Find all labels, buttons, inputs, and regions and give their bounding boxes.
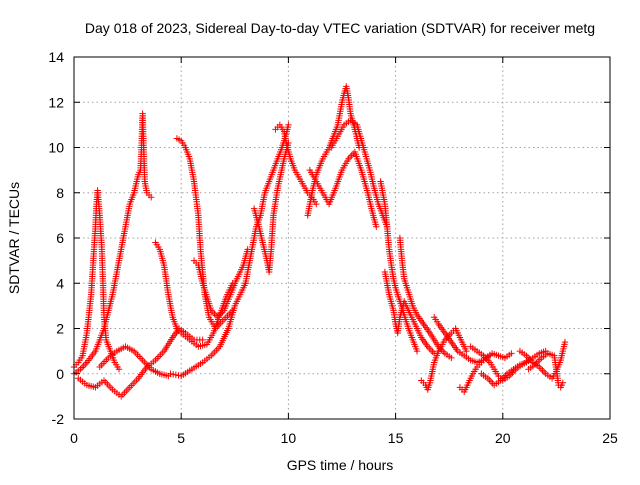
series-arc-18	[418, 325, 470, 393]
series-arc-11	[272, 121, 320, 208]
data-point	[285, 121, 292, 129]
data-point	[167, 370, 174, 377]
data-point	[413, 347, 421, 355]
x-tick-label: 25	[602, 430, 618, 446]
data-point	[559, 379, 567, 386]
series-arc-8	[190, 246, 251, 321]
series-arc-23	[516, 338, 569, 382]
data-point-interp	[169, 371, 177, 378]
x-axis-label: GPS time / hours	[287, 457, 394, 473]
y-tick-label: 14	[48, 49, 64, 65]
y-tick-label: 10	[48, 140, 64, 156]
series-arc-20	[456, 350, 515, 396]
series-arc-24	[525, 350, 567, 391]
data-point	[313, 200, 320, 208]
series-arc-13	[306, 148, 380, 230]
y-tick-label: 0	[56, 366, 64, 382]
y-tick-label: 12	[48, 94, 64, 110]
data-point	[561, 338, 569, 346]
x-tick-label: 10	[281, 430, 297, 446]
x-tick-label: 5	[177, 430, 185, 446]
series-arc-2	[70, 110, 155, 377]
series-arc-12	[304, 83, 363, 219]
series-arc-16	[381, 268, 438, 357]
y-tick-label: 2	[56, 321, 64, 337]
data-point-interp	[175, 372, 182, 379]
data-point	[199, 336, 206, 344]
y-tick-label: 8	[56, 185, 64, 201]
y-tick-label: 6	[56, 230, 64, 246]
series-arc-4	[96, 343, 172, 380]
x-tick-label: 15	[388, 430, 404, 446]
data-point	[463, 347, 470, 355]
y-tick-label: -2	[52, 411, 65, 427]
data-point-interp	[172, 371, 180, 379]
data-point	[508, 350, 515, 357]
axis-ticks: 0 5 10 15 20 25 -2 0 2 4 6 8 10 12 14	[48, 49, 618, 446]
series-arc-10	[250, 139, 292, 276]
chart-title: Day 018 of 2023, Sidereal Day-to-day VTE…	[85, 20, 595, 36]
data-point	[373, 223, 380, 230]
y-axis-label: SDTVAR / TECUs	[6, 182, 22, 294]
data-point	[115, 366, 123, 373]
y-tick-label: 4	[56, 275, 64, 291]
series-arc-19	[430, 313, 494, 366]
data-point	[147, 194, 155, 201]
series-arc-7	[167, 280, 249, 380]
x-tick-label: 20	[495, 430, 511, 446]
data-points	[70, 83, 569, 400]
data-point	[448, 354, 455, 362]
x-tick-label: 0	[70, 430, 78, 446]
series-arc-3	[75, 325, 206, 400]
